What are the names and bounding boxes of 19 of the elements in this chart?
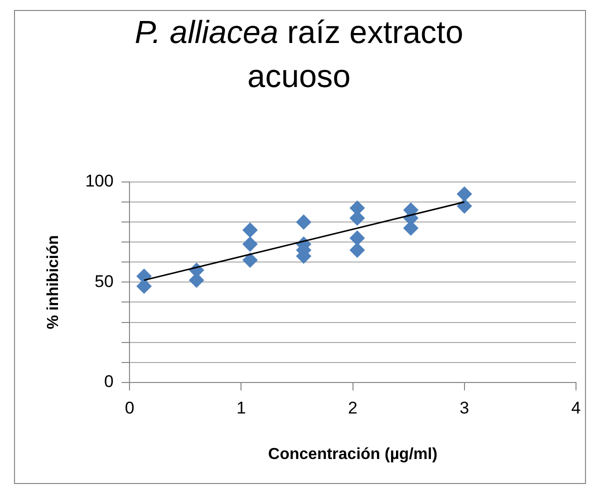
x-tick-label: 2: [348, 398, 358, 418]
x-tick-label: 3: [460, 398, 470, 418]
x-tick-label: 0: [124, 398, 134, 418]
chart-title: P. alliacea raíz extracto acuoso: [134, 13, 464, 96]
y-axis-title: % inhibición: [45, 235, 62, 330]
point: [242, 222, 258, 238]
y-tick-label: 0: [104, 372, 114, 392]
point: [242, 252, 258, 268]
point: [456, 198, 472, 214]
x-axis-title: Concentración (µg/ml): [268, 446, 438, 463]
point: [296, 214, 312, 230]
y-tick-label: 100: [85, 172, 114, 191]
x-tick-label: 4: [571, 398, 581, 418]
point: [242, 236, 258, 252]
point: [350, 230, 365, 246]
x-tick-label: 1: [236, 398, 246, 418]
point: [350, 242, 365, 258]
y-tick-label: 50: [94, 272, 114, 291]
point: [456, 186, 472, 202]
